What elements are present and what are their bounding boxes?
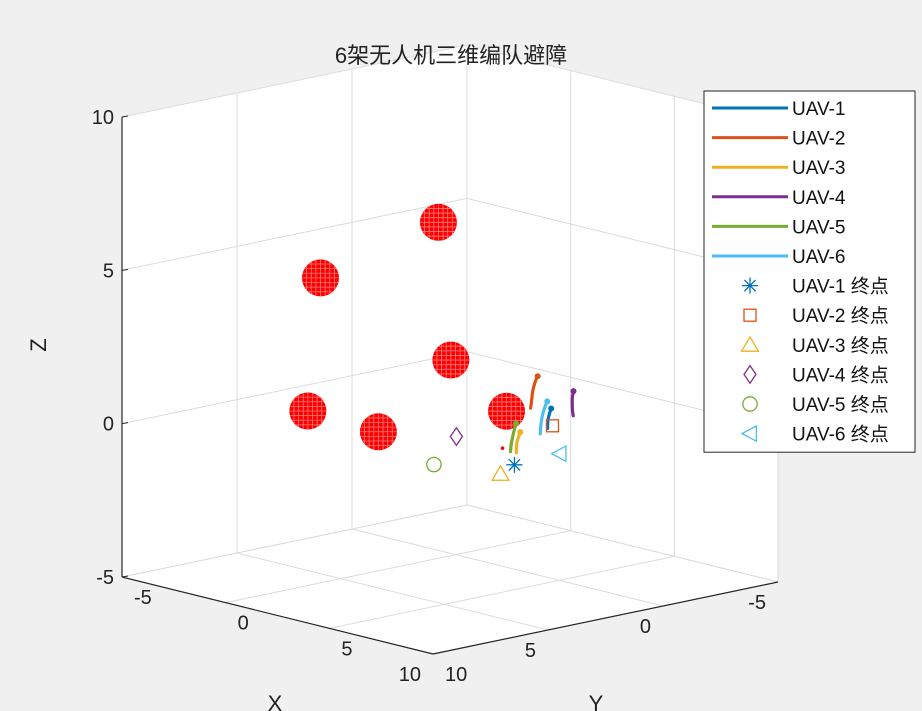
grid-line <box>225 530 571 604</box>
floor-pane <box>122 505 778 654</box>
start-point-uav-2 <box>534 373 541 380</box>
start-point-uav-1 <box>548 405 555 412</box>
start-point-uav-6 <box>544 398 551 405</box>
legend-label: UAV-6 终点 <box>792 424 889 446</box>
legend-label: UAV-1 终点 <box>792 276 889 298</box>
marker-stroke <box>508 458 521 471</box>
y-tick-label: 5 <box>341 638 352 660</box>
y-tick-label: 10 <box>445 664 467 686</box>
trajectory-uav-4 <box>570 389 576 418</box>
legend-marker <box>743 308 757 322</box>
legend-item: UAV-3 终点 <box>740 335 889 357</box>
z-tick <box>121 575 129 578</box>
legend-item: UAV-4 终点 <box>743 364 889 386</box>
legend-marker <box>742 396 758 412</box>
legend-item: UAV-2 终点 <box>743 305 889 327</box>
end-marker-uav-1 <box>506 456 523 473</box>
y-tick-label: 0 <box>238 613 249 635</box>
end-marker-uav-3 <box>490 464 511 481</box>
z-tick-label: 0 <box>103 414 114 436</box>
x-tick-label: -5 <box>748 592 766 614</box>
legend-marker <box>740 335 760 352</box>
grid-line <box>329 555 675 629</box>
end-marker-uav-6 <box>550 444 567 463</box>
end-marker-uav-5 <box>426 456 442 473</box>
legend-label: UAV-4 终点 <box>792 364 889 386</box>
left-back-pane <box>122 45 467 577</box>
legend: UAV-1 UAV-2 UAV-3 UAV-4 UAV-5 UAV-6 UAV-1 终点 UA… <box>703 90 916 453</box>
z-tick <box>121 268 129 271</box>
start-dot <box>500 446 505 450</box>
legend-marker <box>743 364 757 385</box>
legend-box <box>703 90 916 453</box>
right-back-pane <box>467 45 778 582</box>
legend-label: UAV-6 <box>792 247 846 268</box>
marker-stroke <box>743 279 757 292</box>
legend-item: UAV-4 <box>712 188 846 209</box>
legend-marker <box>740 424 758 443</box>
obstacle-sphere <box>488 392 526 430</box>
obstacle-sphere <box>289 392 327 430</box>
grid-line <box>236 552 549 631</box>
trajectory-uav-6 <box>538 399 549 436</box>
end-marker-uav-2 <box>545 419 560 433</box>
legend-label: UAV-3 终点 <box>792 335 889 357</box>
legend-item: UAV-5 <box>712 217 846 238</box>
x-axis-line <box>121 576 434 655</box>
legend-label: UAV-5 终点 <box>792 394 889 416</box>
x-tick-label: 0 <box>640 616 651 638</box>
start-point-uav-3 <box>517 429 524 436</box>
start-point-uav-5 <box>513 420 520 427</box>
grid-line <box>466 504 779 583</box>
z-tick <box>121 422 129 425</box>
grid-line <box>121 504 468 578</box>
grid-line <box>121 44 468 118</box>
legend-item: UAV-6 <box>712 247 846 268</box>
obstacle-sphere <box>359 413 397 451</box>
legend-item: UAV-2 <box>712 129 846 150</box>
z-tick-label: 10 <box>92 107 114 129</box>
z-axis-label: Z <box>26 338 51 351</box>
grid-line <box>121 197 468 271</box>
legend-label: UAV-5 <box>792 217 846 238</box>
x-tick-label: 5 <box>525 640 536 662</box>
trajectory-uav-2 <box>529 374 540 410</box>
y-tick-label: -5 <box>134 587 152 609</box>
legend-label: UAV-2 <box>792 129 846 150</box>
end-marker-uav-4 <box>449 426 464 447</box>
z-tick-label: 5 <box>103 260 114 282</box>
z-tick <box>121 115 129 118</box>
grid-line <box>121 351 468 425</box>
y-axis-line <box>432 581 779 655</box>
legend-label: UAV-4 <box>792 188 846 209</box>
y-axis-label: Y <box>589 691 604 711</box>
x-axis-label: X <box>268 691 283 711</box>
chart-title: 6架无人机三维编队避障 <box>335 43 567 68</box>
legend-item: UAV-1 终点 <box>742 276 889 298</box>
x-tick-label: 10 <box>399 664 421 686</box>
legend-item: UAV-1 <box>712 99 846 120</box>
legend-item: UAV-6 终点 <box>740 424 889 446</box>
start-point-uav-4 <box>570 388 577 395</box>
obstacle-sphere <box>419 203 457 241</box>
legend-label: UAV-3 <box>792 158 846 179</box>
obstacle-sphere <box>432 341 470 379</box>
z-tick-label: -5 <box>96 567 114 589</box>
legend-item: UAV-5 终点 <box>742 394 889 416</box>
legend-item: UAV-3 <box>712 158 846 179</box>
legend-label: UAV-2 终点 <box>792 305 889 327</box>
grid-line <box>351 528 664 607</box>
obstacle-sphere <box>301 259 339 297</box>
trajectory-uav-5 <box>508 421 518 454</box>
legend-marker <box>742 277 758 294</box>
legend-label: UAV-1 <box>792 99 846 120</box>
